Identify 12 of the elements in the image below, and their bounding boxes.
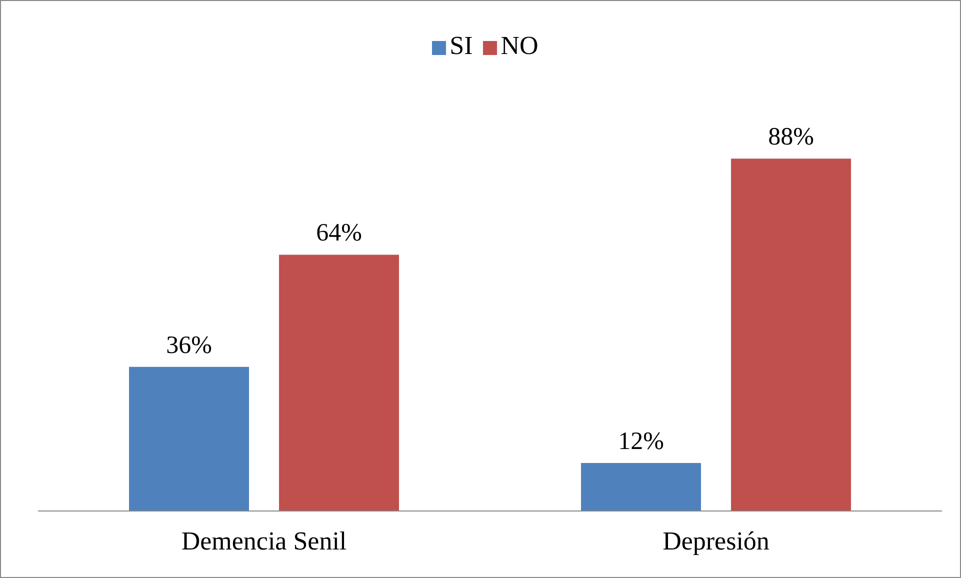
bar — [129, 366, 249, 511]
data-label: 64% — [316, 220, 362, 247]
x-tick-label: Demencia Senil — [181, 526, 347, 556]
legend-label: NO — [500, 31, 538, 60]
bar — [731, 158, 851, 511]
bar — [279, 254, 399, 511]
x-tick-label: Depresión — [662, 526, 770, 556]
bar — [581, 462, 701, 511]
data-label: 88% — [768, 124, 814, 151]
legend-label: SI — [450, 31, 473, 60]
data-label: 36% — [166, 332, 212, 359]
data-label: 12% — [618, 428, 664, 455]
